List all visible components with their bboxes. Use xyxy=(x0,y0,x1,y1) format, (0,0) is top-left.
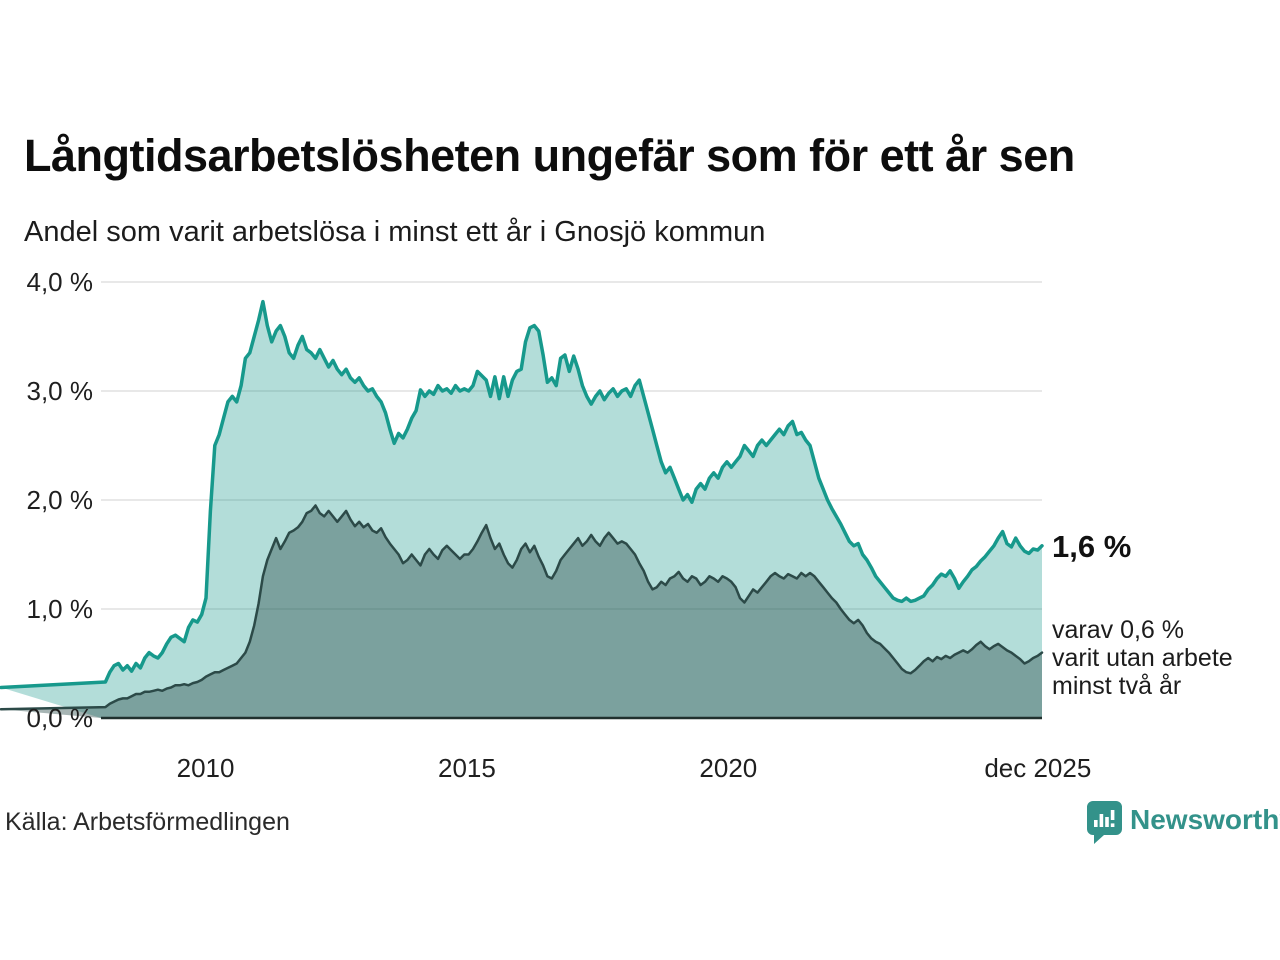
series-line xyxy=(0,299,1044,690)
x-axis-tick-label: dec 2025 xyxy=(984,753,1091,783)
y-axis-tick-label: 2,0 % xyxy=(27,485,94,515)
chart-subtitle: Andel som varit arbetslösa i minst ett å… xyxy=(24,216,766,248)
x-axis-tick-label: 2015 xyxy=(438,753,496,783)
series-area xyxy=(1,505,1042,718)
series-area xyxy=(1,301,1042,718)
x-axis-tick-label: 2020 xyxy=(699,753,757,783)
x-axis-tick-label: 2010 xyxy=(177,753,235,783)
y-axis-tick-label: 0,0 % xyxy=(27,703,94,733)
page-title: Långtidsarbetslösheten ungefär som för e… xyxy=(24,130,1075,181)
series-line xyxy=(0,504,1044,711)
y-axis-tick-label: 4,0 % xyxy=(27,267,94,297)
y-axis-tick-label: 1,0 % xyxy=(27,594,94,624)
newsworthy-logo: Newsworthy xyxy=(1087,801,1280,845)
source-label: Källa: Arbetsförmedlingen xyxy=(5,808,290,836)
y-axis-tick-label: 3,0 % xyxy=(27,376,94,406)
newsworthy-icon xyxy=(1087,801,1122,844)
secondary-series-annotation: varav 0,6 % varit utan arbete minst två … xyxy=(1052,616,1233,700)
newsworthy-wordmark: Newsworthy xyxy=(1130,804,1280,835)
latest-value-label: 1,6 % xyxy=(1052,529,1132,564)
